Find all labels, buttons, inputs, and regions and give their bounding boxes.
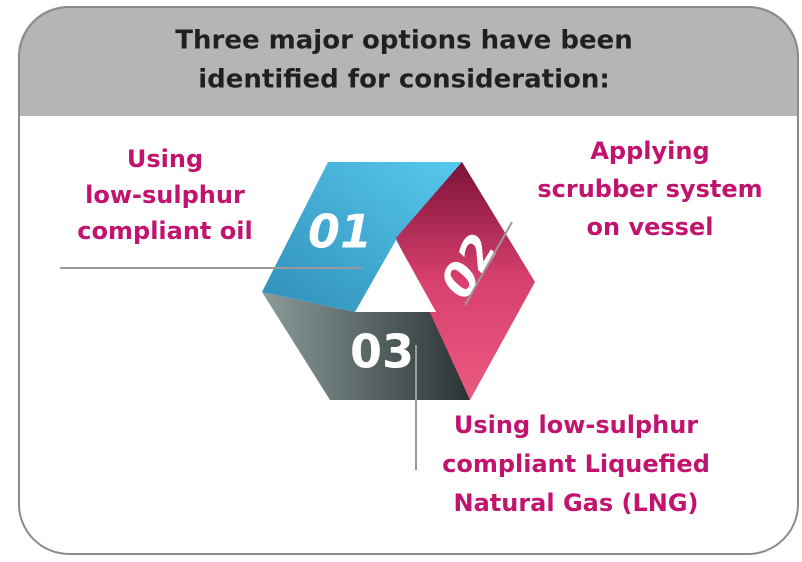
option-label: low-sulphur	[85, 181, 245, 209]
infographic: Three major options have been identified…	[0, 0, 802, 562]
page: Three major options have been identified…	[0, 0, 802, 562]
option-label: compliant oil	[77, 217, 252, 245]
option-label: scrubber system	[537, 175, 762, 203]
option-label: Using	[127, 145, 203, 173]
option-label: Using low-sulphur	[454, 411, 698, 439]
option-number: 01	[308, 205, 372, 259]
title-line: identified for consideration:	[198, 65, 610, 95]
option-label: Natural Gas (LNG)	[453, 489, 698, 517]
option-label: on vessel	[587, 213, 714, 241]
option-label: compliant Liquefied	[442, 450, 710, 478]
header-band	[18, 6, 799, 116]
option-number: 03	[350, 325, 414, 379]
title-line: Three major options have been	[175, 26, 632, 56]
option-label: Applying	[590, 137, 709, 165]
